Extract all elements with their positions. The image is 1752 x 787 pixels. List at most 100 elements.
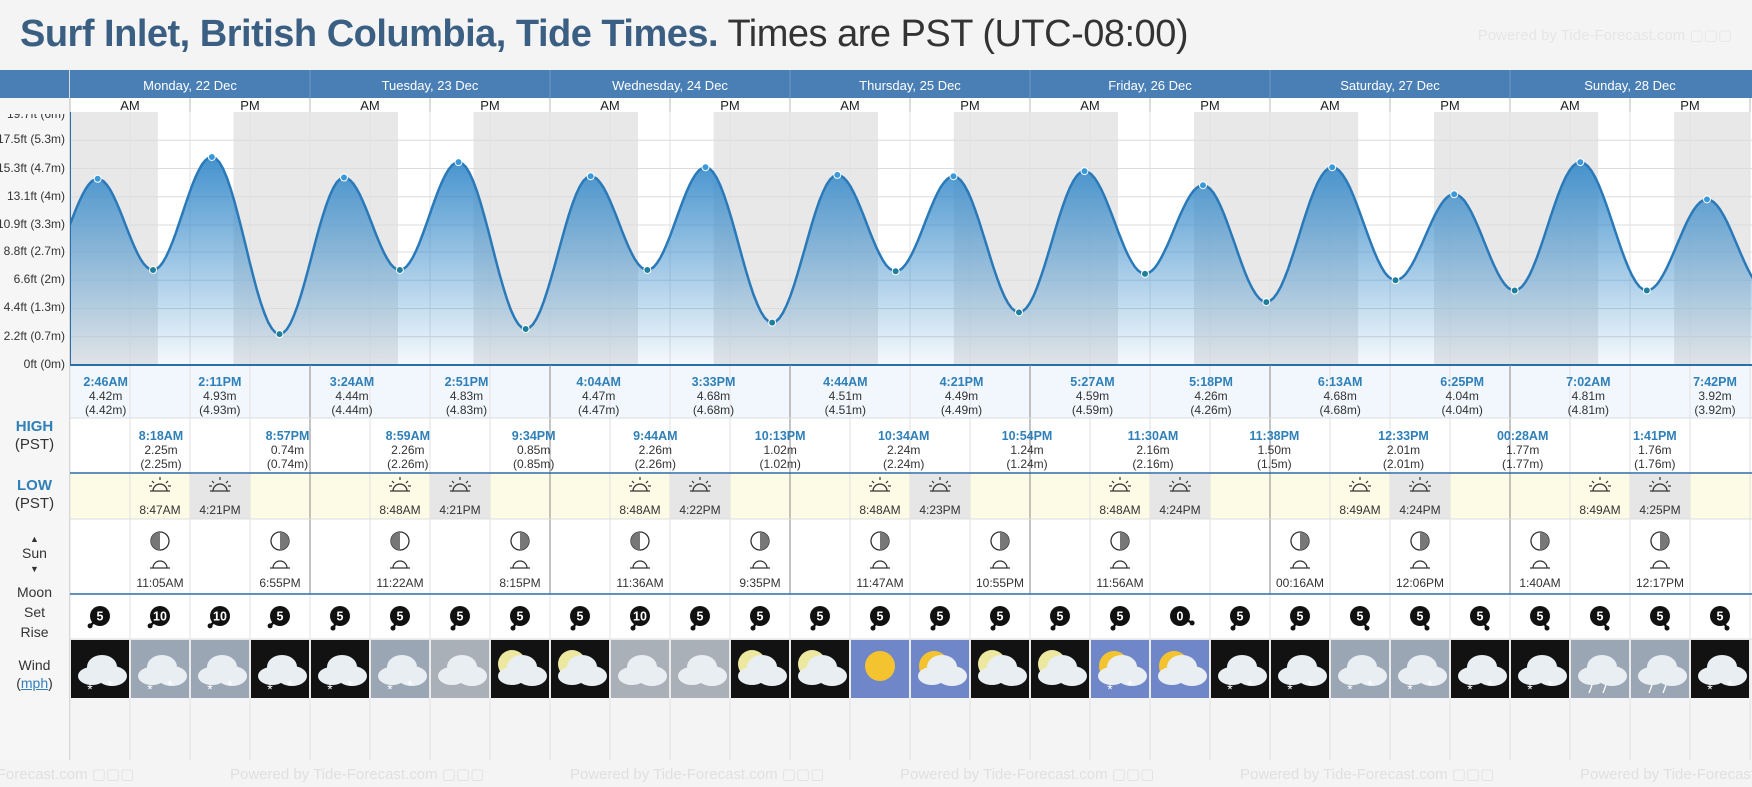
high-tide-height: 4.47m: [582, 389, 615, 403]
ampm-row: [70, 98, 1752, 112]
moonrise-icon: [1412, 560, 1428, 569]
wind-speed-badge: [570, 606, 590, 626]
moon-entry: 11:47AM: [856, 531, 904, 590]
partly-cloudy-night-icon: [731, 640, 789, 698]
low-tide-point: [149, 265, 157, 274]
moon-rise-time: 11:05AM: [136, 576, 183, 590]
sun-ray: [1111, 480, 1115, 484]
high-tide-time: 6:13AM: [1318, 375, 1362, 389]
wind-arrow-tip: [1664, 625, 1670, 631]
wind-arrow-tip: [1544, 625, 1550, 631]
sun-ray: [1411, 480, 1415, 484]
snow-night-icon: * *: [1451, 640, 1509, 698]
snowflake: *: [287, 677, 293, 693]
sunset-cell-bg: [1630, 474, 1690, 519]
snow-icon: * *: [371, 640, 429, 698]
cloud-part: [1227, 655, 1257, 679]
wind-arrow-tip: [990, 625, 996, 631]
partly-cloudy-night-icon: [491, 640, 549, 698]
low-tide-time: 8:59AM: [386, 429, 430, 443]
moon-entry: 11:05AM: [136, 531, 184, 590]
wind-indicator: 5: [1590, 606, 1610, 631]
cloud-part: [147, 655, 177, 679]
cloud-part: [387, 655, 417, 679]
low-tide-point: [395, 265, 404, 274]
low-tide-height-alt: (2.24m): [883, 457, 924, 471]
low-tide-height: 2.24m: [887, 443, 920, 457]
day-header-label: Wednesday, 24 Dec: [612, 78, 728, 93]
moon-phase-shade: [1300, 532, 1309, 550]
low-tide-height: 2.01m: [1387, 443, 1420, 457]
title-bar: Surf Inlet, British Columbia, Tide Times…: [0, 0, 1752, 70]
partly-sunny-icon: [911, 640, 969, 698]
sunset-time: 4:21PM: [199, 503, 240, 517]
moon-rise-time: 11:22AM: [376, 576, 423, 590]
snow-icon: * *: [1391, 640, 1449, 698]
sunrise-time: 8:47AM: [139, 503, 180, 517]
moon-entry: 12:17PM: [1636, 531, 1684, 590]
sun-disc: [865, 651, 895, 681]
high-label: HIGH: [15, 418, 54, 435]
moon-set-time: 10:55PM: [976, 576, 1024, 590]
sunset-cell-bg: [190, 474, 250, 519]
high-tide-height: 4.59m: [1076, 389, 1109, 403]
moon-set-time: 9:35PM: [739, 576, 780, 590]
moon-entry: 11:22AM: [376, 531, 424, 590]
powered-by-text: Powered by Tide-Forecast.com ▢▢▢: [1580, 766, 1752, 783]
wind-speed: 10: [633, 610, 647, 624]
wind-speed-badge: [1710, 606, 1730, 626]
wind-arrow-tip: [1230, 625, 1236, 631]
wind-speed-badge: [330, 606, 350, 626]
cloud-part: [1527, 655, 1557, 679]
rain-drop: [1602, 684, 1607, 694]
wind-arrow-tip: [750, 625, 756, 631]
pm-label: PM: [480, 98, 500, 113]
high-tide-time: 4:04AM: [576, 375, 620, 389]
wind-speed-badge: [1350, 606, 1370, 626]
day-header-label: Sunday, 28 Dec: [1584, 78, 1676, 93]
snowflake: *: [1347, 681, 1353, 697]
wind-speed: 5: [1117, 610, 1124, 624]
cloud-part: [1287, 655, 1317, 679]
y-axis-tick-label: 2.2ft (0.7m): [3, 328, 65, 343]
wind-speed: 5: [457, 610, 464, 624]
wind-unit-link[interactable]: mph: [20, 675, 49, 691]
low-tide-point: [891, 267, 900, 276]
snowflake: *: [387, 681, 393, 697]
partly-cloudy-night-icon: [551, 640, 609, 698]
snowflake: *: [1307, 677, 1313, 693]
moon-set-time: 1:40AM: [1519, 576, 1560, 590]
moonrise-icon: [392, 560, 408, 569]
snowflake: *: [1527, 681, 1533, 697]
wind-indicator: 5: [510, 606, 530, 631]
sunset-cell-bg: [910, 474, 970, 519]
sun-ray: [931, 480, 935, 484]
low-tide-point: [768, 318, 777, 327]
high-tide-height: 4.44m: [335, 389, 368, 403]
cloud-part: [567, 655, 597, 679]
powered-by-text: Powered by Tide-Forecast.com ▢▢▢: [900, 766, 1155, 783]
moon-set-label: Set: [23, 604, 45, 620]
day-header-bar: [70, 70, 1752, 98]
wind-speed-badge: [150, 606, 170, 626]
wind-arrow-tip: [390, 625, 396, 631]
wind-speed-badge: [1290, 606, 1310, 626]
wind-row-bg: [70, 594, 1752, 639]
high-tide-time: 3:33PM: [692, 375, 736, 389]
cloud-part: [927, 655, 957, 679]
wind-speed-badge: [1110, 606, 1130, 626]
row-label-column: 19.7ft (6m) 17.5ft (5.3m) 15.3ft (4.7m) 13.…: [0, 70, 70, 760]
wind-arrow-tip: [570, 625, 576, 631]
moon-phase-shade: [280, 532, 289, 550]
wind-speed-badge: [210, 606, 230, 626]
snowflake: *: [1487, 677, 1493, 693]
snowflake: *: [1287, 681, 1293, 697]
